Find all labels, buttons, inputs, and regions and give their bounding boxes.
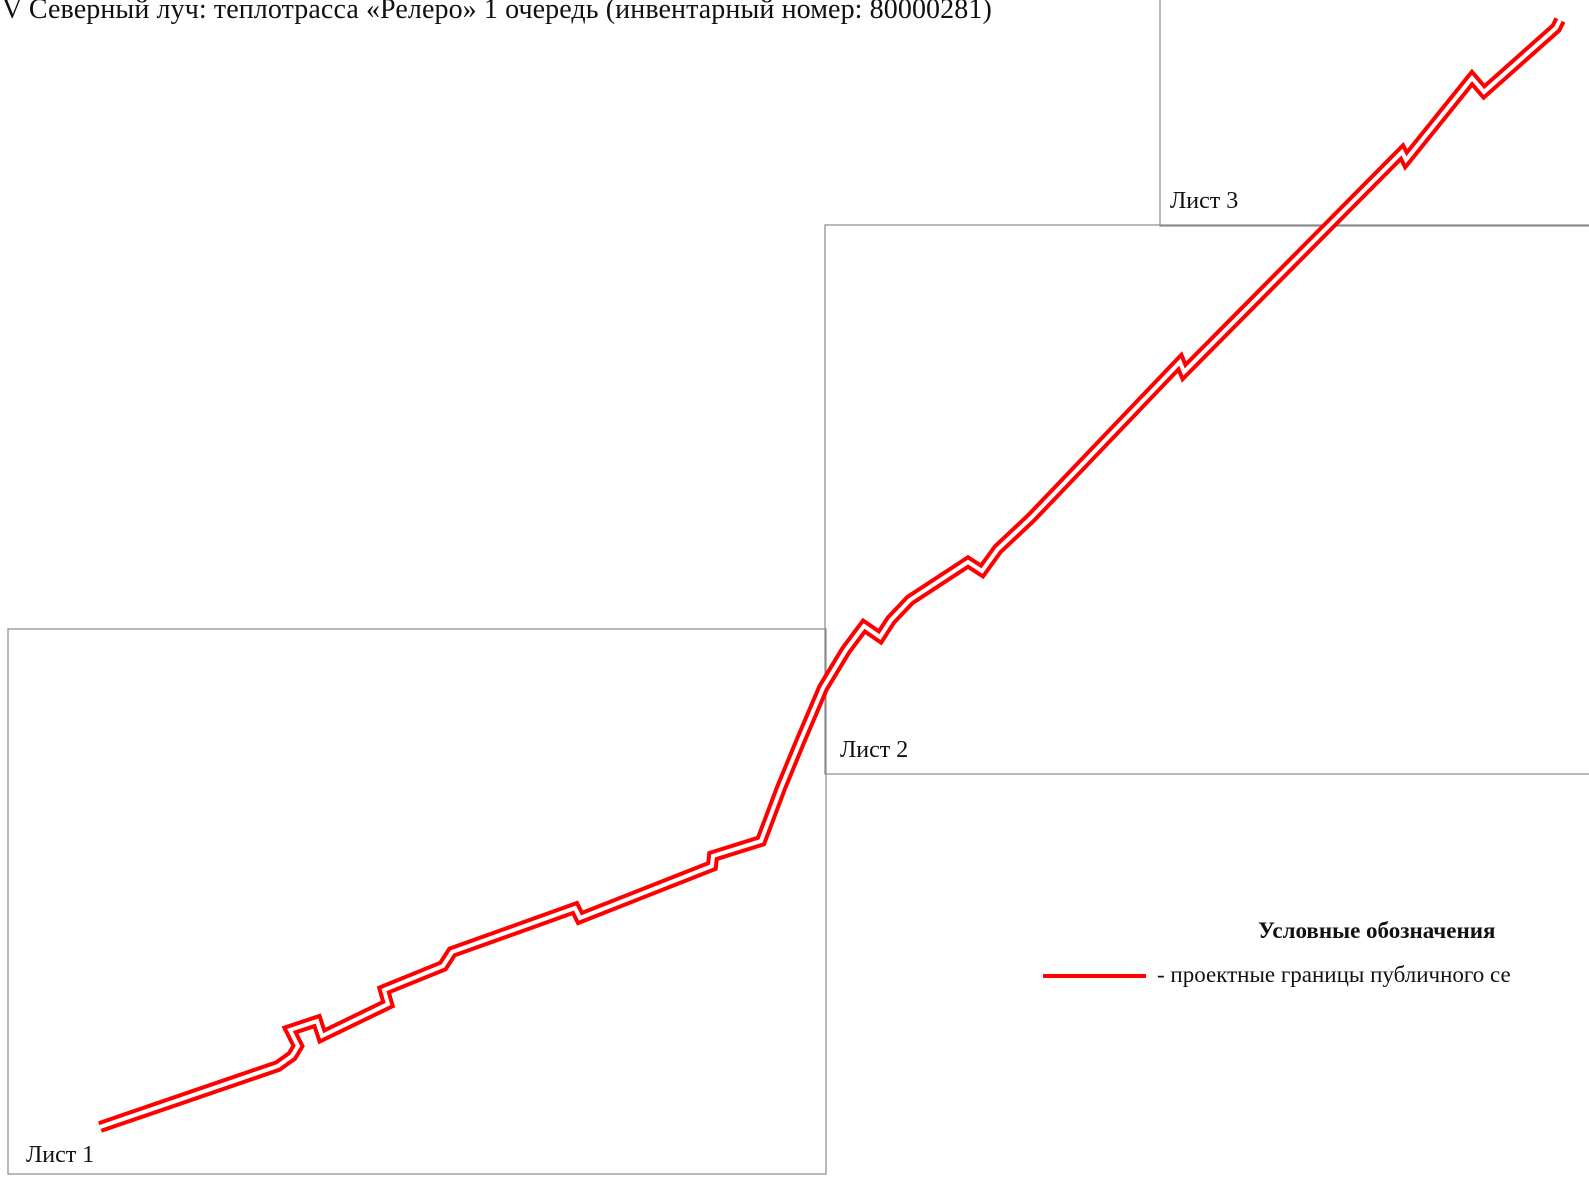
sheet-label-1: Лист 1	[26, 1142, 95, 1168]
sheet-frame-1	[7, 628, 827, 1175]
legend-title: Условные обозначения	[1258, 918, 1496, 943]
easement-boundary-gap	[99, 19, 1562, 1129]
sheet-label-3: Лист 3	[1170, 188, 1239, 214]
map-title: V Северный луч: теплотрасса «Релеро» 1 о…	[2, 0, 992, 25]
easement-boundary	[98, 17, 1566, 1133]
sheet-label-2: Лист 2	[840, 737, 909, 763]
sheet-frame-2	[824, 224, 1589, 775]
easement-boundary-outline	[98, 17, 1566, 1133]
sheet-frame-3	[1159, 0, 1589, 227]
legend-line-swatch	[1043, 974, 1146, 978]
legend-item-label: - проектные границы публичного се	[1157, 962, 1511, 987]
